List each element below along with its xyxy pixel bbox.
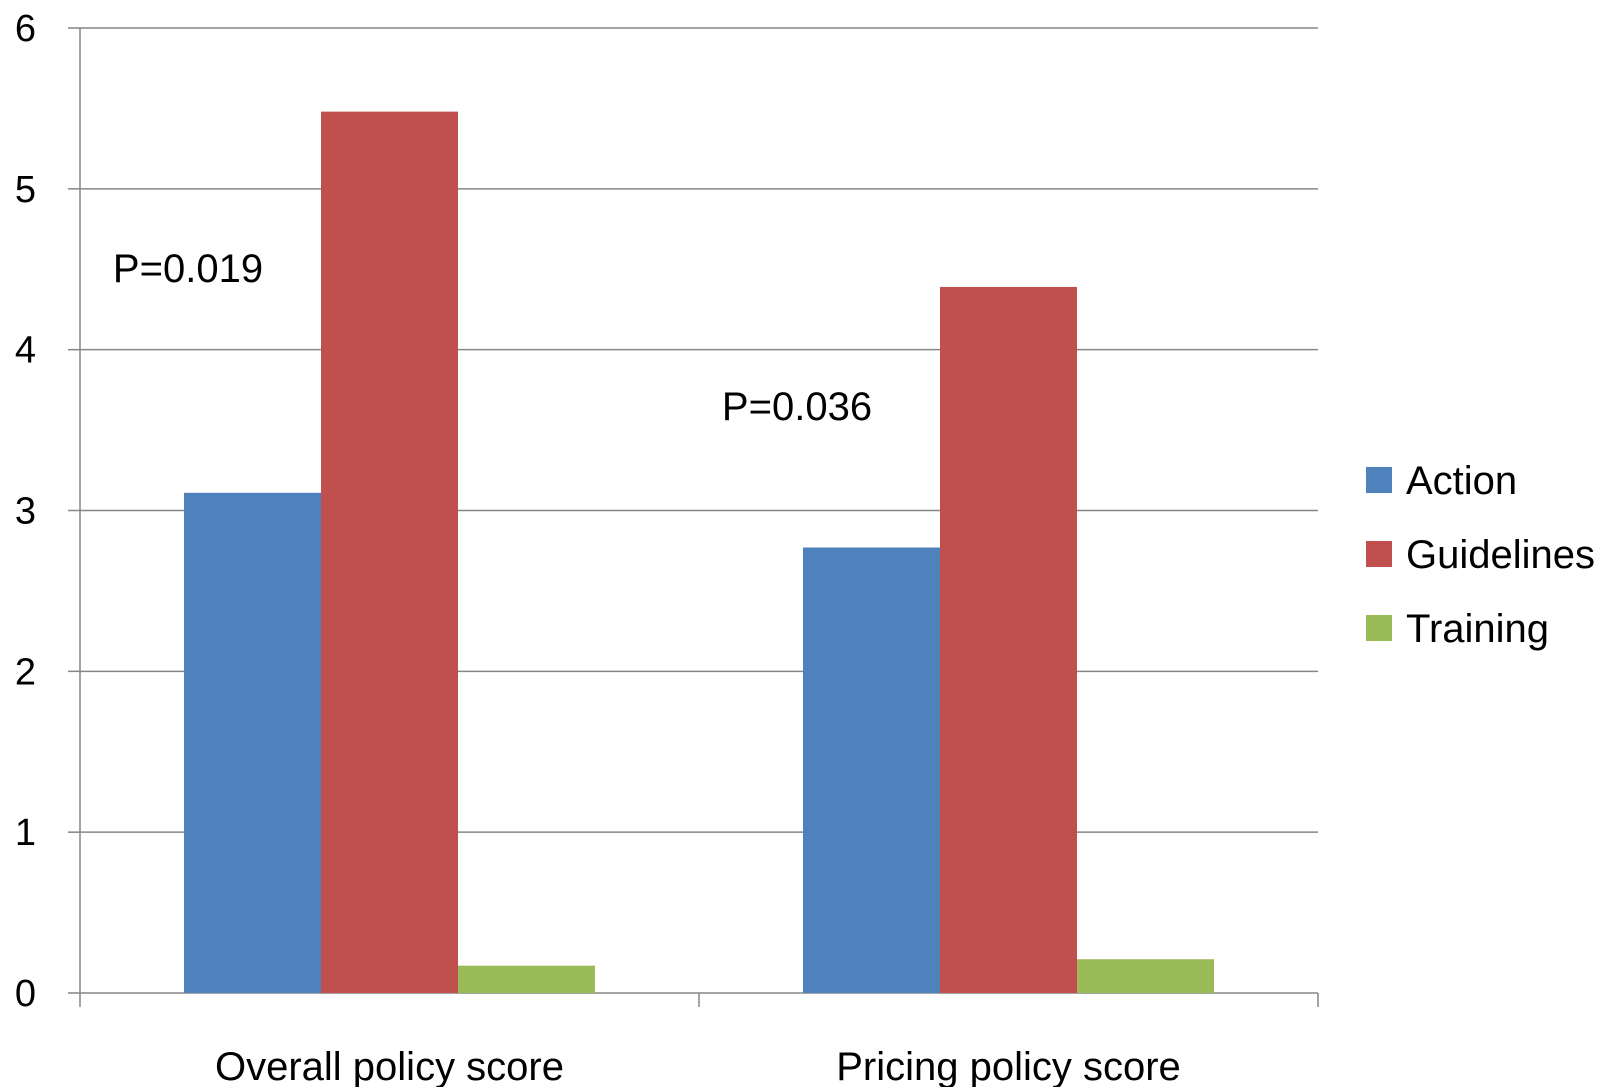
y-tick-label: 5 bbox=[15, 169, 36, 211]
legend: Action Guidelines Training bbox=[1366, 459, 1595, 651]
legend-label-training: Training bbox=[1406, 607, 1549, 651]
legend-label-guidelines: Guidelines bbox=[1406, 533, 1595, 577]
legend-swatch-guidelines bbox=[1366, 541, 1392, 567]
bar-guidelines-1 bbox=[321, 111, 458, 994]
y-tick-label: 3 bbox=[15, 491, 36, 533]
y-tick-label: 4 bbox=[15, 330, 36, 372]
bar-action-2 bbox=[803, 547, 940, 993]
p-value-annotation: P=0.036 bbox=[722, 385, 872, 429]
bars bbox=[184, 111, 1214, 994]
x-category-label: Pricing policy score bbox=[836, 1045, 1181, 1087]
p-value-annotation: P=0.019 bbox=[113, 247, 263, 291]
legend-swatch-action bbox=[1366, 467, 1392, 493]
y-tick-label: 1 bbox=[15, 812, 36, 854]
bar-action-1 bbox=[184, 492, 321, 993]
y-tick-label: 0 bbox=[15, 973, 36, 1015]
x-category-label: Overall policy score bbox=[215, 1045, 564, 1087]
bar-training-2 bbox=[1077, 959, 1214, 993]
bar-guidelines-2 bbox=[940, 286, 1077, 994]
y-tick-label: 2 bbox=[15, 651, 36, 693]
legend-swatch-training bbox=[1366, 615, 1392, 641]
bar-training-1 bbox=[458, 965, 595, 993]
y-tick-label: 6 bbox=[15, 8, 36, 50]
legend-label-action: Action bbox=[1406, 459, 1517, 503]
labels: 0 1 2 3 4 5 6 Overall policy score Pricing polic… bbox=[15, 8, 1181, 1087]
